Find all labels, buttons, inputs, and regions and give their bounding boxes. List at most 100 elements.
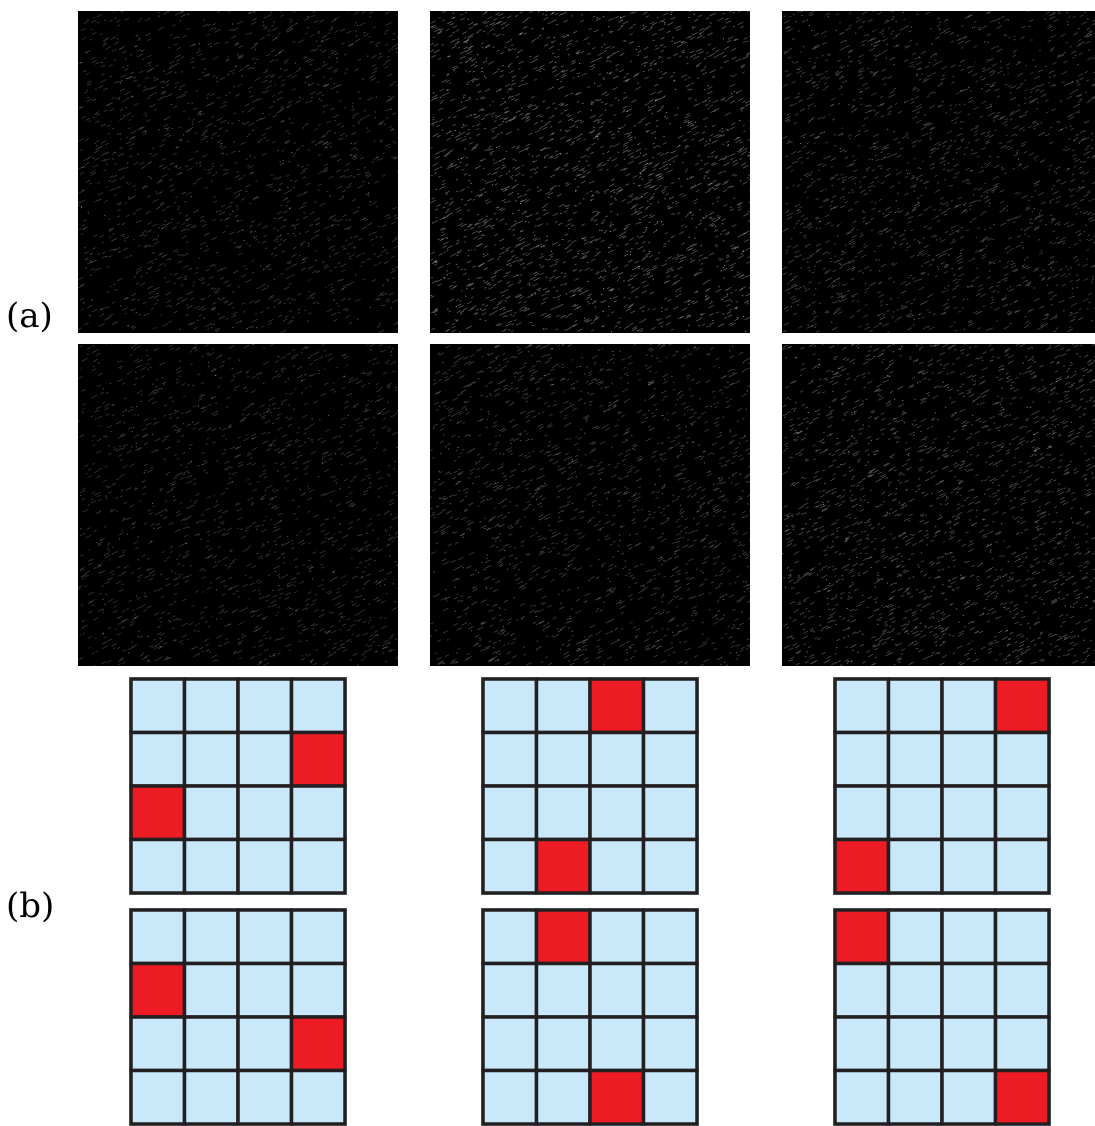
- grid-cell-active: [534, 908, 592, 966]
- grid-cell: [833, 1015, 891, 1073]
- grid-cell: [182, 908, 240, 966]
- pattern-grid: [129, 908, 347, 1126]
- noise-image-panel: [782, 344, 1095, 666]
- grid-cell: [993, 1015, 1051, 1073]
- grid-cell: [641, 730, 699, 788]
- grid-cell: [534, 961, 592, 1019]
- grid-cell: [940, 908, 998, 966]
- grid-cell: [940, 677, 998, 735]
- grid-cell-active: [588, 677, 646, 735]
- grid-cell: [129, 730, 187, 788]
- pattern-grid: [833, 677, 1051, 895]
- grid-cell: [481, 837, 539, 895]
- grid-cell: [588, 1015, 646, 1073]
- grid-cell: [588, 784, 646, 842]
- grid-cell: [236, 1015, 294, 1073]
- grid-cell: [940, 1015, 998, 1073]
- grid-cell: [993, 908, 1051, 966]
- grid-cell: [993, 784, 1051, 842]
- grid-cell: [886, 784, 944, 842]
- grid-cell: [129, 1068, 187, 1126]
- pattern-grid: [833, 908, 1051, 1126]
- grid-cell-active: [534, 837, 592, 895]
- panel-label-b: (b): [6, 886, 55, 926]
- grid-cell: [886, 1068, 944, 1126]
- grid-cell: [182, 837, 240, 895]
- grid-cell-active: [289, 730, 347, 788]
- grid-cell: [833, 730, 891, 788]
- noise-texture: [430, 11, 750, 333]
- pattern-grid: [481, 908, 699, 1126]
- grid-cell: [940, 837, 998, 895]
- panel-label-a: (a): [6, 296, 53, 336]
- grid-cell: [886, 908, 944, 966]
- noise-texture: [430, 344, 750, 666]
- grid-cell: [993, 730, 1051, 788]
- grid-cell: [481, 961, 539, 1019]
- grid-cell: [940, 1068, 998, 1126]
- grid-cell: [833, 961, 891, 1019]
- pattern-grid: [481, 677, 699, 895]
- grid-cell: [236, 784, 294, 842]
- grid-cell: [236, 730, 294, 788]
- grid-cell: [641, 837, 699, 895]
- grid-cell: [289, 677, 347, 735]
- noise-texture: [782, 11, 1095, 333]
- grid-cell: [289, 961, 347, 1019]
- grid-cell-active: [129, 784, 187, 842]
- grid-cell: [182, 677, 240, 735]
- grid-cell: [182, 961, 240, 1019]
- grid-cell: [833, 784, 891, 842]
- grid-cell: [236, 961, 294, 1019]
- grid-cell: [534, 730, 592, 788]
- grid-cell: [886, 730, 944, 788]
- grid-cell: [289, 837, 347, 895]
- grid-cell-active: [993, 677, 1051, 735]
- grid-cell: [588, 730, 646, 788]
- grid-cell: [534, 1015, 592, 1073]
- grid-cell-active: [833, 837, 891, 895]
- grid-cell: [886, 677, 944, 735]
- noise-image-panel: [430, 344, 750, 666]
- grid-cell: [886, 961, 944, 1019]
- grid-cell: [886, 1015, 944, 1073]
- grid-cell: [886, 837, 944, 895]
- grid-cell: [481, 1068, 539, 1126]
- grid-cell-active: [289, 1015, 347, 1073]
- grid-cell: [236, 677, 294, 735]
- grid-cell: [940, 961, 998, 1019]
- grid-cell: [481, 677, 539, 735]
- grid-cell: [182, 730, 240, 788]
- grid-cell: [236, 837, 294, 895]
- noise-texture: [78, 11, 398, 333]
- grid-cell: [641, 961, 699, 1019]
- grid-cell: [993, 961, 1051, 1019]
- grid-cell: [481, 784, 539, 842]
- grid-cell: [236, 1068, 294, 1126]
- grid-cell: [641, 677, 699, 735]
- grid-cell-active: [588, 1068, 646, 1126]
- grid-cell: [534, 677, 592, 735]
- grid-cell: [641, 1068, 699, 1126]
- grid-cell-active: [833, 908, 891, 966]
- noise-image-panel: [782, 11, 1095, 333]
- grid-cell: [993, 837, 1051, 895]
- grid-cell: [641, 1015, 699, 1073]
- grid-cell: [481, 730, 539, 788]
- grid-cell: [289, 1068, 347, 1126]
- grid-cell: [129, 677, 187, 735]
- grid-cell: [940, 784, 998, 842]
- grid-cell: [289, 908, 347, 966]
- grid-cell: [940, 730, 998, 788]
- grid-cell: [833, 1068, 891, 1126]
- grid-cell: [588, 908, 646, 966]
- grid-cell: [641, 784, 699, 842]
- grid-cell: [534, 1068, 592, 1126]
- noise-image-panel: [430, 11, 750, 333]
- grid-cell: [129, 1015, 187, 1073]
- noise-texture: [78, 344, 398, 666]
- grid-cell: [129, 837, 187, 895]
- grid-cell: [534, 784, 592, 842]
- grid-cell: [481, 1015, 539, 1073]
- grid-cell-active: [129, 961, 187, 1019]
